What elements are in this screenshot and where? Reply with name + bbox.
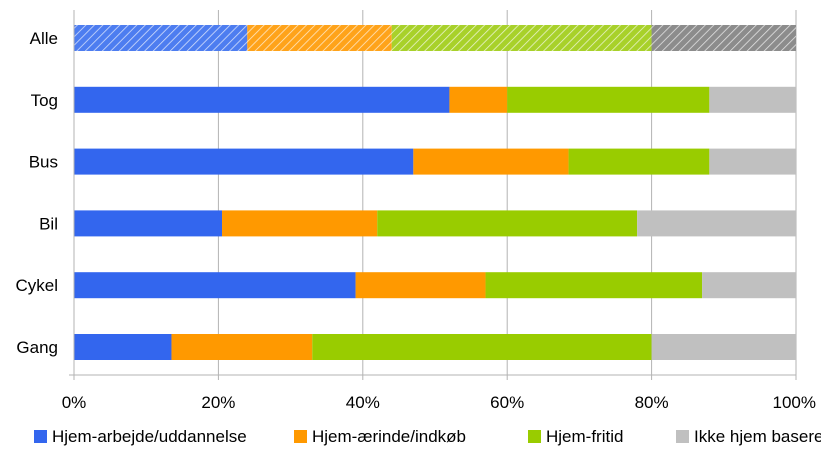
bar-bil-series-3: [637, 210, 796, 237]
bar-bus-series-2: [568, 148, 710, 175]
x-tick-label-60: 60%: [490, 393, 524, 412]
category-label-tog: Tog: [31, 91, 58, 110]
legend: Hjem-arbejde/uddannelse Hjem-ærinde/indkø…: [34, 427, 821, 446]
legend-label-1: Hjem-ærinde/indkøb: [312, 427, 466, 446]
legend-swatch-2: [528, 430, 541, 443]
category-label-cykel: Cykel: [15, 276, 58, 295]
bar-cykel-series-0: [74, 272, 356, 299]
bar-alle-series-3: [651, 25, 796, 51]
bar-bil-series-2: [377, 210, 638, 237]
x-tick-label-20: 20%: [201, 393, 235, 412]
bar-tog-series-3: [709, 86, 796, 113]
bar-alle-series-0: [74, 25, 248, 51]
legend-swatch-3: [676, 430, 689, 443]
bar-tog-series-0: [74, 86, 450, 113]
bar-bus-series-0: [74, 148, 414, 175]
legend-label-0: Hjem-arbejde/uddannelse: [52, 427, 247, 446]
bar-gang-series-2: [312, 334, 652, 360]
legend-label-3: Ikke hjem baseret: [694, 427, 821, 446]
bar-bus-series-3: [709, 148, 796, 175]
bars: [74, 25, 796, 360]
legend-swatch-0: [34, 430, 47, 443]
bar-tog-series-1: [449, 86, 508, 113]
bar-gang-series-3: [651, 334, 796, 360]
category-label-bus: Bus: [29, 153, 58, 172]
x-tick-label-40: 40%: [346, 393, 380, 412]
category-labels: Alle Tog Bus Bil Cykel Gang: [15, 29, 58, 357]
x-tick-label-0: 0%: [62, 393, 87, 412]
bar-bil-series-1: [222, 210, 378, 237]
x-tick-labels: 0% 20% 40% 60% 80% 100%: [62, 393, 816, 412]
legend-swatch-1: [294, 430, 307, 443]
bar-gang-series-0: [74, 334, 172, 360]
axes: [69, 10, 797, 380]
category-label-bil: Bil: [39, 214, 58, 233]
category-label-alle: Alle: [30, 29, 58, 48]
bar-cykel-series-3: [702, 272, 796, 299]
bar-cykel-series-2: [485, 272, 703, 299]
bar-gang-series-1: [171, 334, 313, 360]
x-tick-label-100: 100%: [773, 393, 816, 412]
x-tick-label-80: 80%: [635, 393, 669, 412]
bar-bil-series-0: [74, 210, 223, 237]
grid-lines: [217, 10, 797, 375]
bar-alle-series-1: [247, 25, 392, 51]
bar-tog-series-2: [507, 86, 710, 113]
bar-cykel-series-1: [355, 272, 486, 299]
bar-bus-series-1: [413, 148, 569, 175]
legend-label-2: Hjem-fritid: [546, 427, 623, 446]
category-label-gang: Gang: [16, 338, 58, 357]
bar-alle-series-2: [391, 25, 652, 51]
